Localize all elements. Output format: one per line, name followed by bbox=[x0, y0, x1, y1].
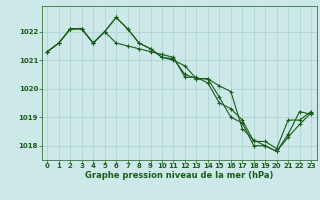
X-axis label: Graphe pression niveau de la mer (hPa): Graphe pression niveau de la mer (hPa) bbox=[85, 171, 273, 180]
